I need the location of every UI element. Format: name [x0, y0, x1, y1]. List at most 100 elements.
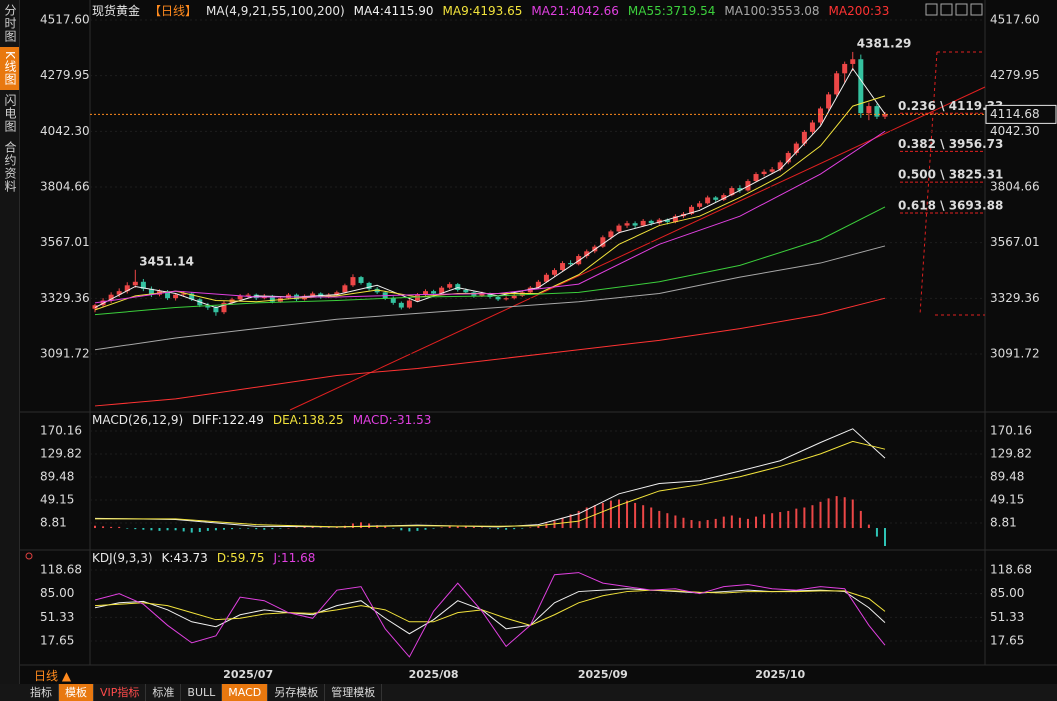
- macd-bar: [191, 528, 193, 533]
- macd-header: MACD(26,12,9) DIFF:122.49DEA:138.25MACD:…: [92, 413, 431, 427]
- candle-body: [568, 263, 573, 264]
- candle-body: [350, 277, 355, 285]
- footer-tab[interactable]: 管理模板: [325, 684, 382, 701]
- legend-entry: MACD:-31.53: [353, 413, 432, 427]
- macd-bar: [158, 528, 160, 531]
- candle-body: [874, 106, 879, 117]
- legend-entry: J:11.68: [273, 551, 315, 565]
- macd-bar: [505, 528, 507, 530]
- candle-body: [399, 303, 404, 308]
- macd-bar: [279, 528, 281, 529]
- candle-body: [512, 296, 517, 298]
- y-tick-label: 49.15: [40, 492, 74, 506]
- macd-bar: [715, 519, 717, 528]
- candle-body: [770, 169, 775, 171]
- period-label[interactable]: 【日线】: [149, 2, 197, 19]
- y-tick-label: 118.68: [40, 563, 82, 577]
- y-tick-label: 8.81: [990, 515, 1017, 529]
- footer-tab[interactable]: VIP指标: [94, 684, 146, 701]
- y-tick-label: 3329.36: [990, 291, 1040, 305]
- macd-bar: [449, 526, 451, 528]
- indicator-title: KDJ(9,3,3): [92, 551, 153, 565]
- legend-entry: DEA:138.25: [273, 413, 344, 427]
- y-tick-label: 3567.01: [40, 235, 90, 249]
- macd-bar: [860, 511, 862, 528]
- footer-tab[interactable]: 另存模板: [268, 684, 325, 701]
- macd-bar: [255, 528, 257, 529]
- legend-entry: MA9:4193.65: [443, 4, 523, 18]
- y-tick-label: 129.82: [40, 447, 82, 461]
- macd-bar: [481, 527, 483, 528]
- macd-bar: [441, 527, 443, 528]
- y-tick-label: 3804.66: [40, 180, 90, 194]
- footer-tab[interactable]: 模板: [59, 684, 94, 701]
- candle-body: [641, 221, 646, 226]
- macd-bar: [795, 509, 797, 528]
- legend-entry: D:59.75: [217, 551, 265, 565]
- y-tick-label: 118.68: [990, 563, 1032, 577]
- macd-bar: [352, 523, 354, 528]
- macd-bar: [852, 500, 854, 529]
- macd-bar: [287, 528, 289, 529]
- macd-bar: [239, 528, 241, 529]
- candle-body: [496, 297, 501, 299]
- candle-body: [391, 298, 396, 303]
- macd-bar: [175, 528, 177, 530]
- macd-bar: [118, 527, 120, 528]
- macd-bar: [545, 523, 547, 528]
- y-tick-label: 8.81: [40, 515, 67, 529]
- candle-body: [778, 162, 783, 169]
- macd-bar: [513, 528, 515, 529]
- macd-bar: [400, 528, 402, 530]
- sidebar-tab[interactable]: K线图: [0, 47, 19, 90]
- macd-bar: [320, 527, 322, 528]
- macd-bar: [731, 515, 733, 528]
- candle-body: [850, 59, 855, 64]
- macd-bar: [134, 528, 136, 529]
- candle-body: [697, 203, 702, 207]
- macd-bar: [594, 505, 596, 528]
- sidebar-tab[interactable]: 分时图: [0, 0, 19, 47]
- macd-bar: [360, 522, 362, 528]
- macd-bar: [497, 528, 499, 529]
- macd-bar: [618, 500, 620, 529]
- x-tick-label: 2025/10: [755, 668, 805, 681]
- candle-body: [818, 108, 823, 122]
- macd-bar: [199, 528, 201, 532]
- macd-bar: [666, 513, 668, 528]
- candle-body: [810, 123, 815, 132]
- candle-body: [560, 263, 565, 270]
- sidebar-tab[interactable]: 合约资料: [0, 137, 19, 197]
- macd-bar: [674, 515, 676, 528]
- sidebar: 分时图 K线图 闪电图 合约资料: [0, 0, 20, 684]
- macd-bar: [755, 517, 757, 528]
- candle-body: [447, 284, 452, 288]
- fib-label: 0.500 \ 3825.31: [898, 168, 1003, 182]
- indicator-title: MACD(26,12,9): [92, 413, 183, 427]
- y-tick-label: 89.48: [40, 470, 74, 484]
- footer-tab[interactable]: 指标: [24, 684, 59, 701]
- footer-tab[interactable]: 标准: [146, 684, 181, 701]
- period-switch[interactable]: 日线 ▲: [34, 667, 71, 684]
- y-tick-label: 4517.60: [40, 12, 90, 26]
- macd-bar: [658, 511, 660, 528]
- sidebar-tab[interactable]: 闪电图: [0, 90, 19, 137]
- legend-entry: MA55:3719.54: [628, 4, 716, 18]
- x-tick-label: 2025/09: [578, 668, 628, 681]
- y-tick-label: 170.16: [40, 423, 82, 437]
- footer-tab[interactable]: MACD: [222, 684, 268, 701]
- y-tick-label: 3091.72: [990, 347, 1040, 361]
- macd-bar: [94, 526, 96, 528]
- y-tick-label: 129.82: [990, 447, 1032, 461]
- macd-bar: [263, 528, 265, 530]
- candle-body: [633, 223, 638, 225]
- macd-bar: [691, 520, 693, 528]
- candle-body: [625, 223, 630, 225]
- macd-bar: [771, 513, 773, 528]
- macd-bar: [473, 527, 475, 528]
- candle-body: [359, 277, 364, 283]
- y-tick-label: 3091.72: [40, 347, 90, 361]
- footer-tab[interactable]: BULL: [181, 684, 222, 701]
- macd-bar: [811, 505, 813, 528]
- candle-body: [826, 94, 831, 108]
